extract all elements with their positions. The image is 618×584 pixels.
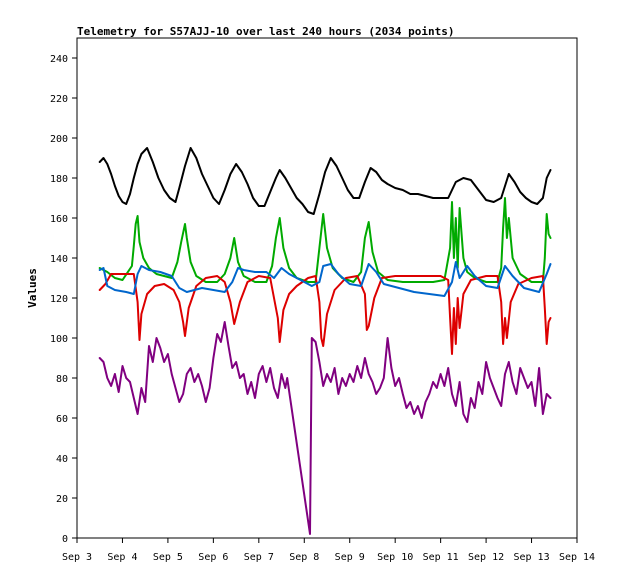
x-tick-label: Sep 8 bbox=[289, 552, 319, 563]
x-tick-label: Sep 14 bbox=[559, 552, 595, 563]
plot-frame bbox=[76, 37, 578, 539]
x-tick-label: Sep 5 bbox=[153, 552, 183, 563]
y-axis-label: Values bbox=[26, 268, 39, 308]
series-line-1 bbox=[98, 147, 552, 215]
series-line-3 bbox=[98, 273, 552, 355]
y-tick-label: 220 bbox=[50, 94, 68, 105]
y-tick-label: 240 bbox=[50, 54, 68, 65]
x-tick-label: Sep 12 bbox=[468, 552, 504, 563]
x-tick-label: Sep 7 bbox=[244, 552, 274, 563]
y-tick-label: 180 bbox=[50, 174, 68, 185]
y-tick-label: 140 bbox=[50, 254, 68, 265]
x-tick-label: Sep 9 bbox=[335, 552, 365, 563]
y-tick-label: 80 bbox=[56, 374, 68, 385]
y-tick-label: 0 bbox=[62, 534, 68, 545]
y-tick-label: 160 bbox=[50, 214, 68, 225]
y-tick-label: 40 bbox=[56, 454, 68, 465]
x-tick-label: Sep 11 bbox=[423, 552, 459, 563]
x-tick-label: Sep 10 bbox=[377, 552, 413, 563]
y-tick-label: 100 bbox=[50, 334, 68, 345]
series-group bbox=[98, 147, 552, 535]
x-tick-label: Sep 13 bbox=[513, 552, 549, 563]
series-line-5 bbox=[98, 321, 552, 535]
y-tick-label: 20 bbox=[56, 494, 68, 505]
chart-title: Telemetry for S57AJJ-10 over last 240 ho… bbox=[77, 25, 455, 38]
series-line-4 bbox=[98, 261, 552, 297]
x-tick-label: Sep 3 bbox=[62, 552, 92, 563]
series-line-2 bbox=[98, 197, 552, 283]
x-axis: Sep 3 Sep 4 Sep 5 Sep 6 Sep 7 Sep 8 Sep 9 Sep 1… bbox=[62, 538, 595, 563]
x-tick-label: Sep 4 bbox=[107, 552, 137, 563]
y-tick-label: 200 bbox=[50, 134, 68, 145]
y-tick-label: 60 bbox=[56, 414, 68, 425]
y-axis: 0 20 40 60 80 100 120 140 160 180 200 220 240 bbox=[50, 54, 77, 545]
y-tick-label: 120 bbox=[50, 294, 68, 305]
x-tick-label: Sep 6 bbox=[198, 552, 228, 563]
